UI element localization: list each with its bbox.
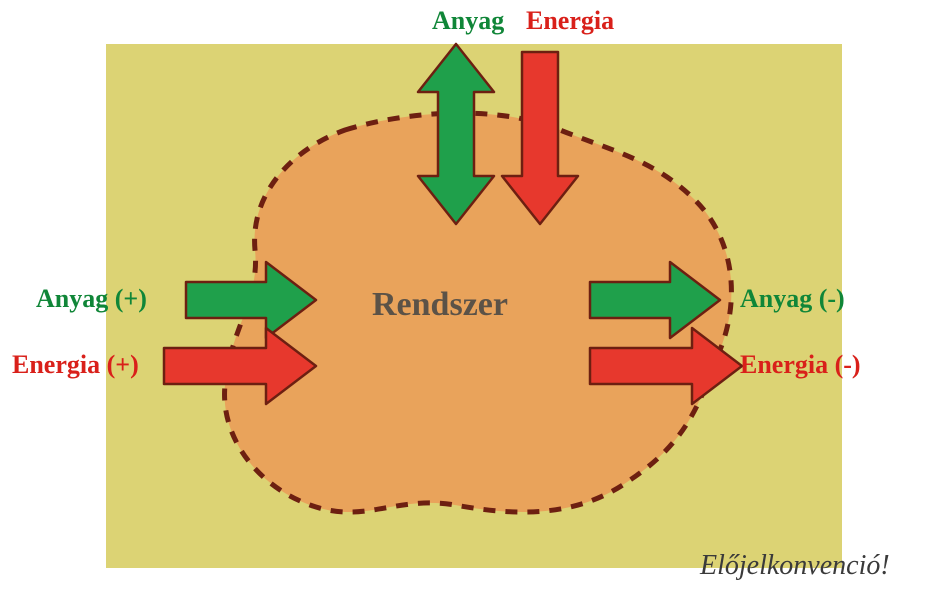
center-label: Rendszer <box>372 286 508 324</box>
right-anyag-label: Anyag (-) <box>740 284 845 314</box>
left-energia-label: Energia (+) <box>12 350 139 380</box>
title-energia: Energia <box>526 6 614 36</box>
title-anyag: Anyag <box>432 6 504 36</box>
diagram-stage: Anyag Energia Rendszer Anyag (+) Energia… <box>0 0 942 598</box>
caption-text: Előjelkonvenció! <box>700 550 890 582</box>
left-anyag-label: Anyag (+) <box>36 284 147 314</box>
right-energia-label: Energia (-) <box>740 350 861 380</box>
